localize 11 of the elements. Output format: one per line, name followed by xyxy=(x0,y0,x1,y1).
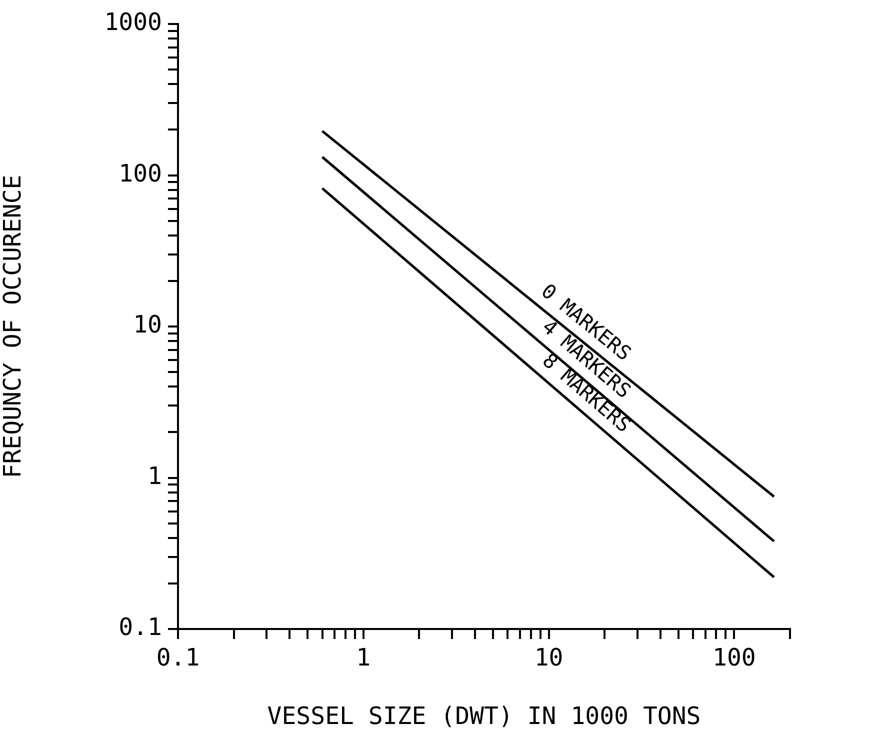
y-tick-label: 10 xyxy=(133,310,162,339)
x-tick-label: 0.1 xyxy=(156,644,200,672)
y-tick-label: 100 xyxy=(118,159,162,188)
y-axis-title: FREQUNCY OF OCCURENCE xyxy=(0,174,27,478)
x-tick-label: 100 xyxy=(712,644,756,672)
x-tick-label: 1 xyxy=(356,644,371,672)
y-tick-label: 1 xyxy=(148,462,162,490)
y-tick-label: 1000 xyxy=(104,8,162,36)
x-tick-label: 10 xyxy=(534,644,564,672)
y-tick-label: 0.1 xyxy=(118,613,162,642)
x-axis-title: VESSEL SIZE (DWT) IN 1000 TONS xyxy=(267,702,701,730)
